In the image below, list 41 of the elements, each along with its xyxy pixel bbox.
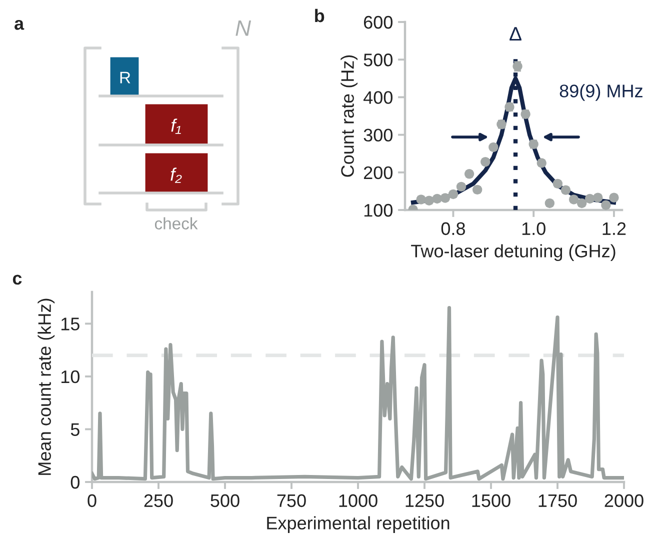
x-axis-title: Two-laser detuning (GHz) — [411, 244, 616, 262]
point — [472, 184, 482, 195]
ref-line-label: Δ — [510, 27, 522, 41]
x-tick-label: 0 — [88, 494, 96, 508]
x-tick-label: 750 — [277, 494, 306, 508]
x-tick-label: 2000 — [604, 494, 644, 508]
x-tick-label: 0.8 — [441, 222, 465, 236]
y-tick-label: 0 — [70, 476, 80, 489]
line-series — [92, 306, 624, 481]
x-tick-label: 1.2 — [602, 222, 626, 235]
x-tick-label: 1.0 — [522, 222, 546, 236]
x-tick-label: 250 — [144, 494, 173, 508]
text: a — [14, 20, 24, 30]
y-tick-label: 100 — [364, 204, 392, 217]
x-tick-label: 1500 — [472, 494, 510, 508]
y-tick-label: 5 — [70, 423, 80, 436]
text: R — [120, 72, 130, 84]
text: f₂ — [170, 168, 182, 183]
y-tick-label: 500 — [364, 54, 392, 66]
y-tick-label: 200 — [364, 166, 392, 180]
y-tick-label: 400 — [363, 91, 392, 104]
chart-title: c — [12, 274, 22, 285]
text: f₁ — [171, 118, 181, 134]
x-tick-label: 1000 — [339, 494, 378, 508]
x-tick-label: 500 — [210, 494, 240, 508]
y-tick-label: 10 — [61, 370, 80, 384]
y-tick-label: 600 — [364, 16, 392, 29]
y-tick-label: 300 — [364, 128, 392, 142]
chart-title: b — [315, 8, 324, 22]
point — [544, 198, 555, 208]
point — [480, 157, 490, 167]
y-axis-title: Mean count rate (kHz) — [38, 298, 55, 475]
y-tick-label: 15 — [61, 318, 80, 330]
x-axis-title: Experimental repetition — [267, 516, 450, 534]
text: N — [236, 20, 252, 36]
text: check — [154, 217, 198, 230]
x-tick-label: 1250 — [406, 494, 444, 508]
annotation: 89(9) MHz — [560, 84, 642, 101]
point — [488, 142, 498, 152]
y-axis-title: Count rate (Hz) — [340, 55, 358, 177]
x-tick-label: 1750 — [538, 494, 577, 508]
